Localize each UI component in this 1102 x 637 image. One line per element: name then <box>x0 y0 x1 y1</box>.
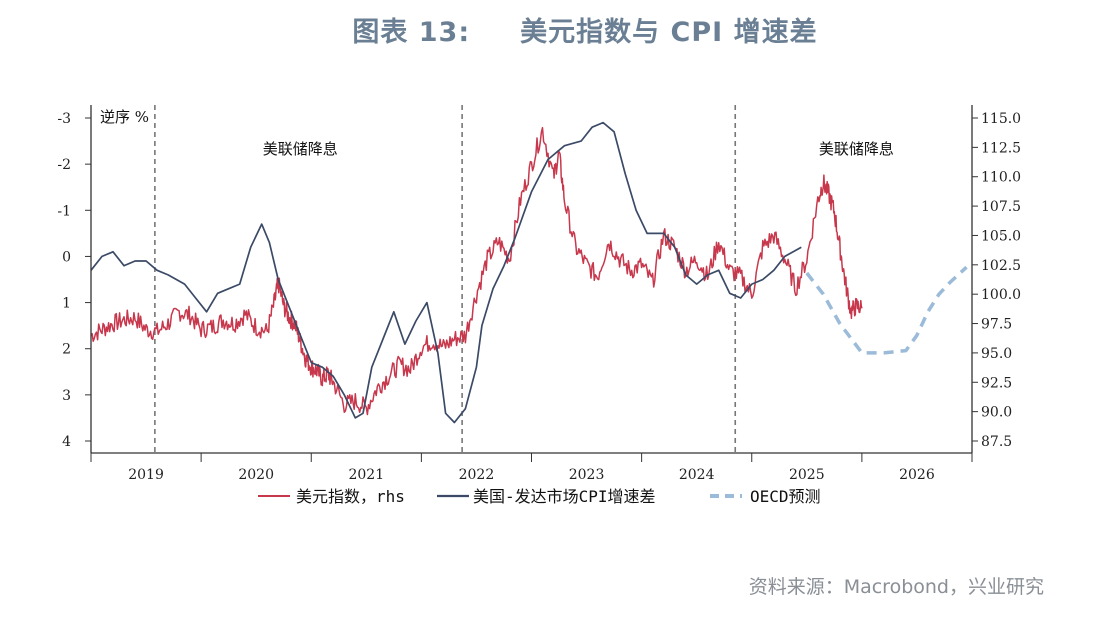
annotation-label: 美联储降息 <box>263 140 338 158</box>
left-tick-label: 3 <box>62 388 71 404</box>
legend-label-2: 美国-发达市场CPI增速差 <box>473 487 656 506</box>
left-tick-label: -1 <box>57 203 71 219</box>
left-axis-label: 逆序 % <box>100 108 149 126</box>
chart: 美联储降息 美联储降息 -3 -2 -1 0 1 2 3 4 115.0 112.5 110.0 107… <box>0 0 1102 637</box>
right-tick-label: 97.5 <box>981 317 1012 333</box>
x-tick-label: 2025 <box>789 467 825 483</box>
right-tick-label: 110.0 <box>981 170 1021 186</box>
right-tick-label: 90.0 <box>981 405 1012 421</box>
annotation-label: 美联储降息 <box>819 140 894 158</box>
right-tick-label: 100.0 <box>981 287 1021 303</box>
x-tick-label: 2023 <box>569 467 605 483</box>
source-note: 资料来源：Macrobond，兴业研究 <box>749 572 1044 599</box>
left-tick-label: 0 <box>62 249 71 265</box>
x-tick-label: 2020 <box>238 467 274 483</box>
x-tick-label: 2026 <box>899 467 935 483</box>
right-tick-label: 112.5 <box>981 140 1021 156</box>
legend-label-1: 美元指数，rhs <box>296 487 405 506</box>
x-tick-label: 2022 <box>459 467 495 483</box>
legend-label-3: OECD预测 <box>750 487 821 506</box>
right-tick-label: 105.0 <box>981 228 1021 244</box>
x-tick-label: 2024 <box>679 467 715 483</box>
left-tick-label: 4 <box>62 434 71 450</box>
right-tick-label: 115.0 <box>981 111 1021 127</box>
right-tick-label: 102.5 <box>981 258 1021 274</box>
left-tick-label: -2 <box>57 157 71 173</box>
right-tick-label: 92.5 <box>981 375 1012 391</box>
x-tick-label: 2021 <box>348 467 384 483</box>
right-tick-label: 87.5 <box>981 434 1012 450</box>
x-tick-label: 2019 <box>128 467 164 483</box>
left-tick-label: -3 <box>57 111 71 127</box>
left-tick-label: 1 <box>62 296 71 312</box>
right-tick-label: 107.5 <box>981 199 1021 215</box>
left-tick-label: 2 <box>62 342 71 358</box>
right-tick-label: 95.0 <box>981 346 1012 362</box>
